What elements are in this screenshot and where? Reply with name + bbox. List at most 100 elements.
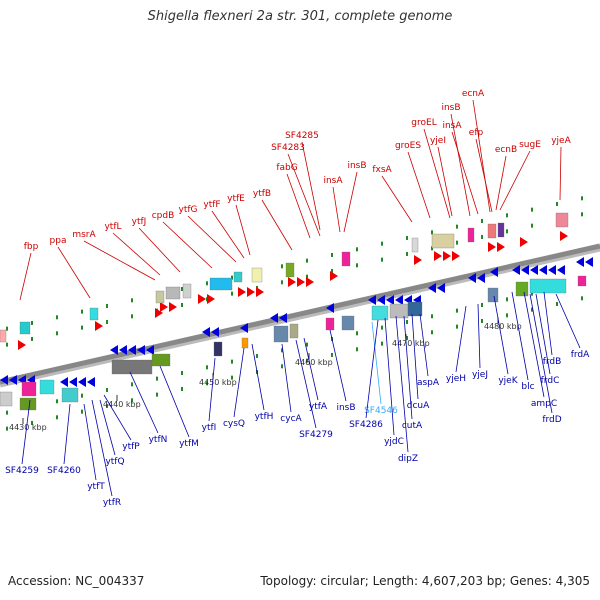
genome-backbone [0, 243, 600, 385]
reverse-gene-box [487, 287, 499, 303]
reverse-gene-box [61, 387, 79, 403]
forward-gene-box [233, 271, 243, 283]
guide-dot [106, 387, 108, 392]
reverse-gene-box [151, 353, 171, 367]
forward-leader-line [138, 227, 181, 273]
forward-gene-box [487, 223, 497, 239]
reverse-gene-arrow [60, 377, 68, 387]
forward-gene-label: insB [347, 161, 366, 171]
forward-leader-line [19, 252, 32, 301]
ruler-tick-label: 4450 kbp [199, 378, 237, 387]
forward-gene-arrow [443, 251, 451, 261]
guide-dot [206, 381, 208, 386]
reverse-gene-label: yjdC [384, 437, 404, 447]
reverse-gene-arrow [202, 327, 210, 337]
guide-dot [181, 370, 183, 375]
forward-leader-line [423, 128, 451, 219]
forward-leader-line [57, 246, 91, 299]
guide-dot [81, 409, 83, 414]
reverse-leader-line [365, 319, 379, 419]
reverse-leader-line [419, 313, 429, 377]
guide-dot [356, 247, 358, 252]
guide-dot [231, 375, 233, 380]
forward-gene-label: fxsA [372, 165, 392, 175]
backbone-shadow [0, 246, 600, 388]
guide-dot [531, 291, 533, 296]
forward-gene-label: fbp [24, 242, 39, 252]
guide-dot [431, 246, 433, 251]
reverse-gene-box [577, 275, 587, 287]
reverse-gene-arrow [557, 265, 565, 275]
reverse-gene-arrow [326, 303, 334, 313]
forward-gene-label: insA [442, 121, 462, 131]
guide-dot [356, 263, 358, 268]
reverse-leader-line [511, 291, 529, 381]
forward-gene-arrow [330, 271, 338, 281]
reverse-gene-box [341, 315, 355, 331]
forward-leader-line [287, 153, 321, 237]
guide-dot [381, 257, 383, 262]
forward-gene-box [431, 233, 455, 249]
forward-gene-label: groEL [411, 118, 436, 128]
reverse-gene-arrow [9, 375, 17, 385]
reverse-leader-line [99, 399, 116, 456]
reverse-gene-label: ytfH [255, 412, 274, 422]
guide-dot [406, 251, 408, 256]
forward-leader-line [83, 240, 156, 281]
reverse-gene-arrow [240, 323, 248, 333]
reverse-gene-label: ytfP [122, 442, 140, 452]
forward-gene-label: ytfG [179, 205, 198, 215]
forward-gene-box [155, 290, 165, 304]
forward-gene-arrow [306, 277, 314, 287]
reverse-gene-arrow [69, 377, 77, 387]
reverse-leader-line [159, 365, 190, 438]
forward-leader-line [187, 215, 237, 263]
reverse-gene-arrow [368, 295, 376, 305]
reverse-gene-arrow [437, 283, 445, 293]
reverse-gene-label: dipZ [398, 454, 418, 464]
reverse-gene-arrow [395, 295, 403, 305]
reverse-gene-label: ytfM [179, 439, 199, 449]
forward-gene-arrow [247, 287, 255, 297]
reverse-gene-arrow [539, 265, 547, 275]
forward-gene-arrow [497, 242, 505, 252]
guide-dot [406, 335, 408, 340]
forward-leader-line [450, 113, 471, 217]
guide-dot [431, 230, 433, 235]
guide-dot [506, 313, 508, 318]
guide-dot [406, 319, 408, 324]
guide-dot [356, 347, 358, 352]
guide-dot [131, 398, 133, 403]
guide-dot [306, 358, 308, 363]
reverse-gene-arrow [0, 375, 8, 385]
forward-gene-label: ytfF [203, 200, 220, 210]
forward-gene-label: insB [441, 103, 460, 113]
reverse-gene-arrow [477, 273, 485, 283]
guide-dot [556, 201, 558, 206]
reverse-gene-arrow [521, 265, 529, 275]
guide-dot [381, 341, 383, 346]
forward-leader-line [472, 99, 491, 213]
reverse-leader-line [295, 339, 317, 429]
reverse-gene-arrow [128, 345, 136, 355]
guide-dot [481, 302, 483, 307]
guide-dot [106, 303, 108, 308]
reverse-gene-label: ytfQ [105, 457, 124, 467]
guide-dot [531, 223, 533, 228]
forward-gene-label: sugE [519, 140, 541, 150]
forward-leader-line [286, 173, 311, 239]
reverse-leader-line [395, 315, 409, 453]
reverse-gene-label: ytfI [202, 423, 217, 433]
forward-gene-box [497, 222, 505, 238]
guide-dot [56, 399, 58, 404]
forward-leader-line [301, 141, 321, 231]
guide-dot [131, 314, 133, 319]
reverse-gene-arrow [585, 257, 593, 267]
forward-gene-arrow [238, 287, 246, 297]
reverse-gene-arrow [279, 313, 287, 323]
forward-leader-line [475, 138, 493, 213]
reverse-leader-line [555, 293, 581, 349]
forward-gene-label: ytfB [253, 189, 271, 199]
reverse-gene-label: frdD [542, 415, 561, 425]
forward-gene-arrow [198, 294, 206, 304]
